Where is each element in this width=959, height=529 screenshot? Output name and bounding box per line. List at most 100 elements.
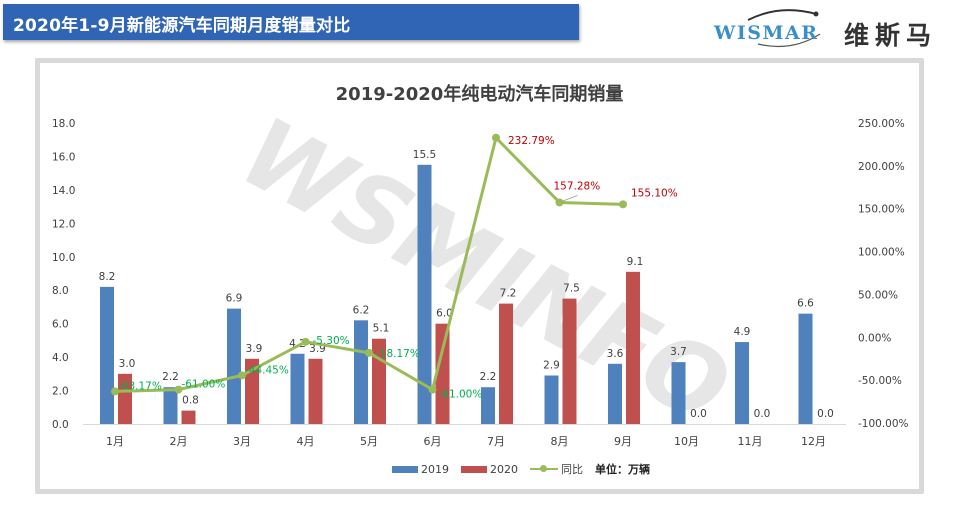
x-axis-tick-label: 2月	[170, 435, 188, 448]
y-axis-tick-label: 10.0	[52, 252, 75, 264]
bar-2019-value-label: 3.7	[670, 346, 687, 358]
y-axis-tick-label: 14.0	[52, 185, 75, 197]
yoy-marker	[492, 133, 500, 142]
bar-2020-value-label: 5.1	[373, 323, 390, 335]
bar-2019-value-label: 2.2	[162, 371, 179, 383]
bar-2019	[354, 320, 368, 424]
bar-2020-value-label: 7.2	[500, 288, 517, 300]
legend-item-2019: 2019	[392, 463, 449, 476]
x-axis-tick-label: 10月	[674, 435, 699, 448]
yoy-marker	[174, 385, 183, 394]
y-axis-tick-label: 16.0	[52, 151, 75, 163]
legend-item-2020: 2020	[461, 463, 518, 476]
legend-label-yoy: 同比	[561, 463, 583, 476]
brand-logo: WISMAR 维斯马	[708, 4, 948, 52]
yoy-value-label: 232.79%	[508, 135, 555, 147]
bar-2019-value-label: 6.9	[226, 293, 243, 305]
bar-2019-value-label: 15.5	[413, 149, 436, 161]
bar-2019	[227, 308, 241, 424]
bar-2020	[562, 298, 577, 424]
legend-line-marker-icon	[530, 463, 558, 475]
y-axis-tick-label: 4.0	[52, 352, 69, 364]
bar-2019	[798, 313, 813, 424]
yoy-value-label: 155.10%	[631, 187, 678, 199]
y-axis-tick-label: 12.0	[52, 218, 75, 230]
x-axis-tick-label: 11月	[738, 435, 763, 448]
bar-2020	[499, 303, 513, 424]
bar-2019-value-label: 2.9	[543, 360, 560, 372]
bar-2020-value-label: 0.0	[817, 408, 834, 420]
bar-2019	[481, 387, 495, 424]
legend-item-yoy: 同比	[530, 461, 583, 477]
bar-2020	[435, 323, 450, 424]
y-axis-right-tick-label: -50.00%	[858, 375, 902, 387]
y-axis-right-tick-label: 250.00%	[858, 118, 905, 130]
bar-2020-value-label: 0.0	[754, 408, 771, 420]
chart-title: 2019-2020年纯电动汽车同期销量	[335, 84, 624, 105]
y-axis-right-tick-label: 150.00%	[858, 204, 905, 216]
yoy-marker	[301, 337, 310, 346]
bar-2019	[671, 362, 686, 424]
yoy-value-label: -5.30%	[313, 335, 350, 347]
x-axis-tick-label: 3月	[233, 435, 251, 448]
yoy-value-label: -44.45%	[245, 364, 289, 376]
bar-2020	[626, 271, 640, 424]
bar-2019	[290, 353, 305, 424]
bar-2019	[735, 342, 749, 424]
legend-swatch-2020	[461, 465, 487, 473]
yoy-marker	[365, 348, 373, 357]
y-axis-tick-label: 6.0	[52, 319, 69, 331]
bar-2019-value-label: 6.6	[797, 298, 814, 310]
x-axis-tick-label: 8月	[551, 435, 569, 448]
page-title: 2020年1-9月新能源汽车同期月度销量对比	[13, 16, 351, 36]
x-axis-tick-label: 5月	[360, 435, 378, 448]
y-axis-tick-label: 8.0	[52, 285, 69, 297]
yoy-marker	[111, 387, 119, 396]
logo-text-cn: 维斯马	[844, 21, 938, 50]
label-leader-line	[561, 195, 578, 202]
y-axis-right-tick-label: 100.00%	[858, 247, 905, 259]
legend-swatch-2019	[392, 465, 418, 473]
yoy-marker	[619, 200, 627, 209]
legend-label-2020: 2020	[490, 462, 518, 476]
bar-2020-value-label: 3.9	[246, 343, 263, 355]
bar-2019-value-label: 8.2	[99, 271, 116, 283]
header-banner: 2020年1-9月新能源汽车同期月度销量对比	[3, 4, 579, 40]
bar-2019	[163, 387, 178, 424]
y-axis-right-tick-label: 200.00%	[858, 161, 905, 173]
unit-label: 单位：万辆	[595, 463, 650, 476]
yoy-value-label: -18.17%	[376, 348, 420, 360]
bar-2020	[308, 358, 323, 424]
yoy-value-label: -61.00%	[439, 389, 483, 401]
chart-legend: 2019 2020 同比 单位：万辆	[392, 461, 662, 477]
logo-text-en: WISMAR	[714, 22, 819, 44]
x-axis-tick-label: 6月	[424, 435, 442, 448]
x-axis-tick-label: 4月	[297, 435, 315, 448]
yoy-value-label: -63.17%	[118, 380, 162, 392]
bar-2019-value-label: 2.2	[480, 371, 497, 383]
y-axis-tick-label: 2.0	[52, 386, 69, 398]
y-axis-right-tick-label: 0.00%	[858, 332, 891, 344]
yoy-value-label: -61.00%	[182, 379, 226, 391]
bar-2019	[544, 375, 559, 424]
bar-2020	[245, 358, 259, 424]
bar-2020-value-label: 3.0	[119, 358, 136, 370]
bar-2019-value-label: 6.2	[353, 304, 370, 316]
yoy-marker	[238, 371, 246, 380]
y-axis-right-tick-label: -100.00%	[858, 418, 909, 430]
legend-unit: 单位：万辆	[595, 461, 650, 477]
bar-2019-value-label: 4.9	[734, 326, 751, 338]
legend-label-2019: 2019	[421, 462, 449, 476]
yoy-marker	[555, 198, 564, 207]
bar-2019	[100, 286, 114, 424]
bar-2020-value-label: 0.8	[182, 395, 199, 407]
bar-2020-value-label: 7.5	[563, 283, 580, 295]
bar-2020	[118, 373, 132, 424]
x-axis-tick-label: 7月	[487, 435, 505, 448]
yoy-value-label: 157.28%	[554, 180, 601, 192]
yoy-marker	[428, 385, 437, 394]
bar-2019	[417, 164, 432, 425]
x-axis-tick-label: 12月	[801, 435, 826, 448]
logo-arc-icon	[747, 9, 821, 48]
x-axis-tick-label: 1月	[106, 435, 124, 448]
